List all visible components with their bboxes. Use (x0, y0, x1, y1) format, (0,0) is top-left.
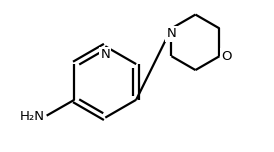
Text: N: N (167, 28, 176, 40)
Text: O: O (221, 50, 232, 63)
Text: H₂N: H₂N (20, 110, 45, 123)
Text: N: N (100, 48, 110, 61)
